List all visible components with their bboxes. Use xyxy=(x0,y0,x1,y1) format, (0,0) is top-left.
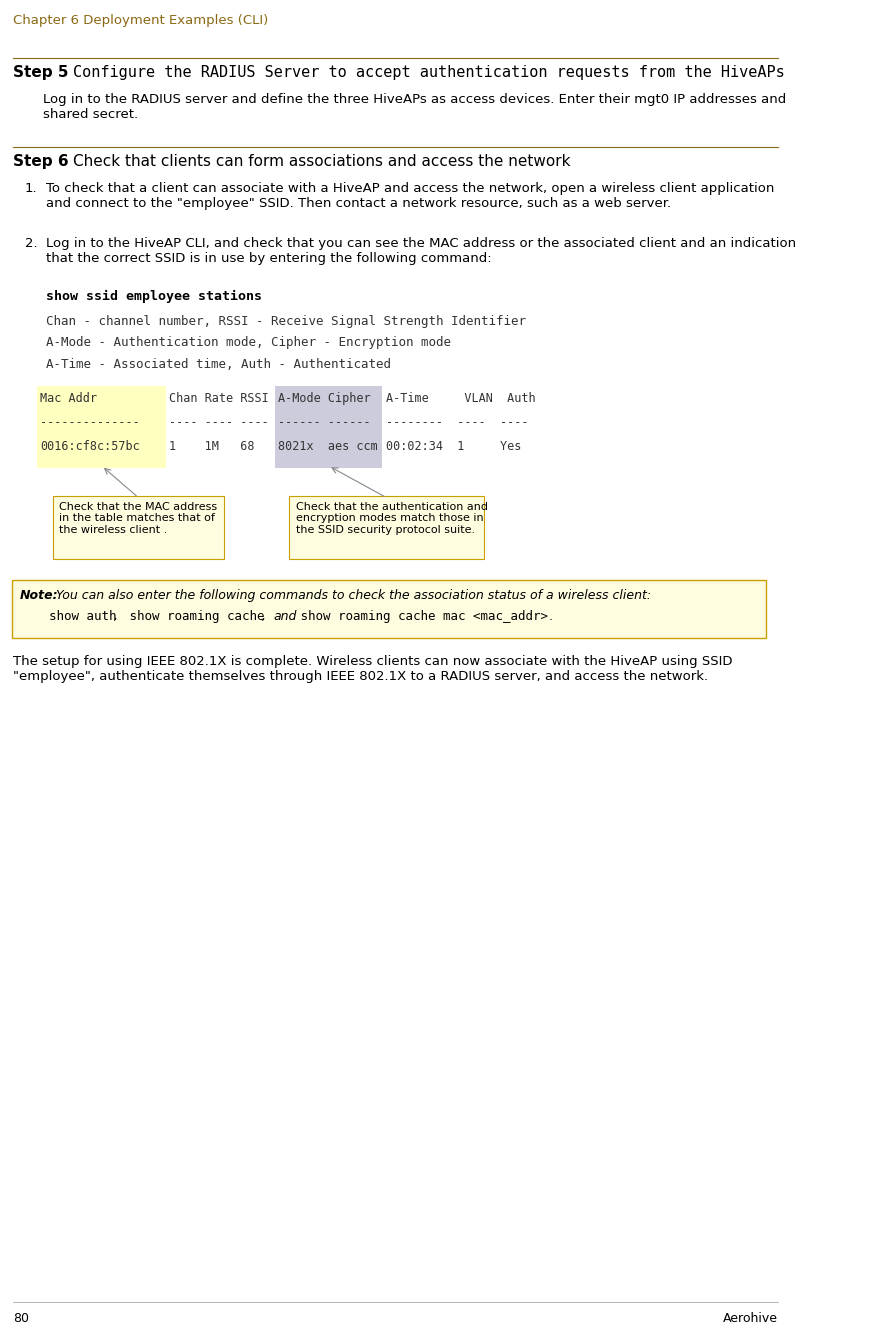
Text: 1.: 1. xyxy=(25,182,37,195)
Text: show ssid employee stations: show ssid employee stations xyxy=(46,289,262,303)
FancyBboxPatch shape xyxy=(53,496,224,560)
Text: show roaming cache: show roaming cache xyxy=(122,610,264,624)
Text: 00:02:34  1     Yes: 00:02:34 1 Yes xyxy=(386,441,521,453)
Text: Note:: Note: xyxy=(20,589,58,602)
Text: ---- ---- ----: ---- ---- ---- xyxy=(168,417,268,429)
Text: --------------: -------------- xyxy=(40,417,140,429)
Text: show roaming cache mac <mac_addr>: show roaming cache mac <mac_addr> xyxy=(293,610,548,624)
Text: 1    1M   68: 1 1M 68 xyxy=(168,441,254,453)
Text: Check that clients can form associations and access the network: Check that clients can form associations… xyxy=(73,154,570,170)
Text: Check that the MAC address
in the table matches that of
the wireless client .: Check that the MAC address in the table … xyxy=(60,502,217,535)
Text: ,: , xyxy=(114,610,118,624)
FancyBboxPatch shape xyxy=(37,386,166,468)
Text: Chapter 6 Deployment Examples (CLI): Chapter 6 Deployment Examples (CLI) xyxy=(13,15,268,27)
Text: Aerohive: Aerohive xyxy=(723,1312,778,1324)
Text: ,: , xyxy=(262,610,270,624)
Text: Step 6: Step 6 xyxy=(13,154,69,170)
Text: Check that the authentication and
encryption modes match those in
the SSID secur: Check that the authentication and encryp… xyxy=(296,502,487,535)
Text: and: and xyxy=(274,610,297,624)
FancyBboxPatch shape xyxy=(275,386,381,468)
Text: Mac Addr: Mac Addr xyxy=(40,393,97,405)
Text: A-Time     VLAN  Auth: A-Time VLAN Auth xyxy=(386,393,535,405)
Text: A-Time - Associated time, Auth - Authenticated: A-Time - Associated time, Auth - Authent… xyxy=(46,358,391,372)
Text: show auth: show auth xyxy=(49,610,117,624)
Text: A-Mode - Authentication mode, Cipher - Encryption mode: A-Mode - Authentication mode, Cipher - E… xyxy=(46,337,451,349)
Text: Log in to the RADIUS server and define the three HiveAPs as access devices. Ente: Log in to the RADIUS server and define t… xyxy=(43,93,786,121)
Text: Log in to the HiveAP CLI, and check that you can see the MAC address or the asso: Log in to the HiveAP CLI, and check that… xyxy=(46,238,797,265)
Text: You can also enter the following commands to check the association status of a w: You can also enter the following command… xyxy=(56,589,651,602)
Text: The setup for using IEEE 802.1X is complete. Wireless clients can now associate : The setup for using IEEE 802.1X is compl… xyxy=(13,656,732,683)
Text: --------  ----  ----: -------- ---- ---- xyxy=(386,417,528,429)
Text: 0016:cf8c:57bc: 0016:cf8c:57bc xyxy=(40,441,140,453)
Text: Chan - channel number, RSSI - Receive Signal Strength Identifier: Chan - channel number, RSSI - Receive Si… xyxy=(46,314,527,328)
Text: To check that a client can associate with a HiveAP and access the network, open : To check that a client can associate wit… xyxy=(46,182,774,210)
Text: Step 5: Step 5 xyxy=(13,65,69,80)
FancyBboxPatch shape xyxy=(12,580,766,638)
Text: 2.: 2. xyxy=(25,238,37,249)
Text: ------ ------: ------ ------ xyxy=(278,417,371,429)
FancyBboxPatch shape xyxy=(290,496,484,560)
Text: 8021x  aes ccm: 8021x aes ccm xyxy=(278,441,378,453)
Text: A-Mode Cipher: A-Mode Cipher xyxy=(278,393,371,405)
Text: Configure the RADIUS Server to accept authentication requests from the HiveAPs: Configure the RADIUS Server to accept au… xyxy=(73,65,785,80)
Text: Chan Rate RSSI: Chan Rate RSSI xyxy=(168,393,268,405)
Text: .: . xyxy=(549,610,552,624)
Text: 80: 80 xyxy=(13,1312,29,1324)
